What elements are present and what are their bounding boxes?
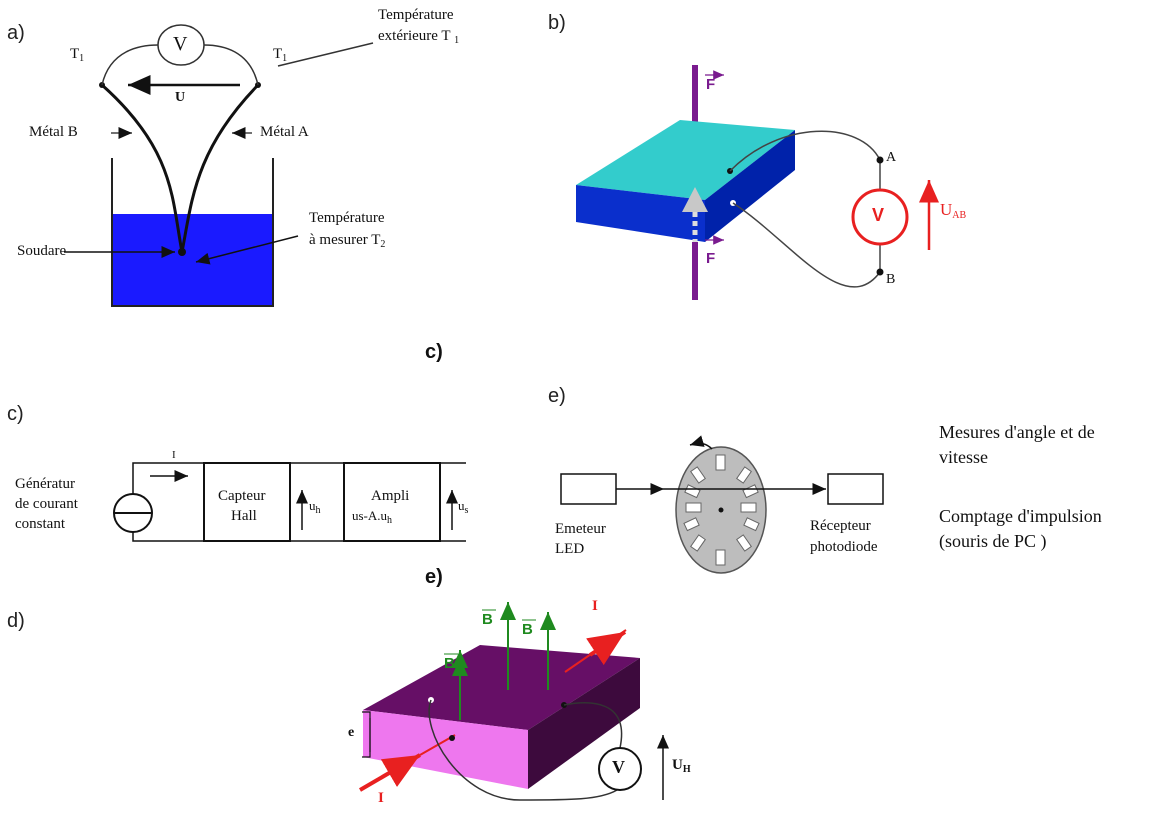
photodiode-receiver [827, 473, 884, 505]
metal-b-label: Métal B [29, 124, 78, 140]
encoder-diagram [560, 435, 884, 574]
panel-label-a: a) [7, 22, 25, 44]
plate-front-face [363, 710, 528, 789]
soudare-label: Soudare [17, 243, 67, 259]
b-label-3: B [522, 621, 533, 638]
thickness-label: e [348, 725, 355, 740]
piezo-front-face [576, 185, 705, 242]
voltmeter-v-b: V [872, 205, 885, 225]
rotation-arrow [689, 435, 713, 450]
meas-temp-pointer [195, 235, 299, 265]
b-label-2: B [482, 611, 493, 628]
force-top-label: F [706, 76, 716, 93]
current-bottom-label: I [378, 790, 384, 806]
ext-temp-pointer [277, 42, 374, 67]
uh-label: uh [309, 498, 321, 516]
current-label: I [172, 449, 176, 461]
soudure-point [178, 248, 186, 256]
emitter-label-2: LED [555, 541, 585, 557]
sensor-label-1: Capteur [218, 488, 266, 504]
liquid-bath [112, 214, 273, 306]
meas-temp-label-1: Température [309, 210, 385, 226]
note1-line1: Mesures d'angle et de [939, 422, 1095, 442]
point-a-label: A [886, 150, 897, 165]
t1-right-label: T1 [273, 46, 288, 64]
uh-plate-label: UH [672, 757, 691, 775]
caption-e: e) [425, 566, 443, 588]
panel-label-d: d) [7, 610, 25, 632]
hall-chain-diagram [113, 462, 466, 542]
encoder-slots [683, 454, 760, 566]
piezo-top-face [576, 120, 795, 200]
panel-label-c: c) [7, 403, 24, 425]
metal-a-label: Métal A [260, 124, 309, 140]
panel-label-b: b) [548, 12, 566, 34]
thermocouple-diagram [64, 24, 374, 307]
piezo-voltmeter [851, 188, 909, 246]
current-out-arrow [586, 630, 627, 666]
piezo-diagram [576, 65, 939, 300]
note1-line2: vitesse [939, 447, 988, 467]
voltmeter-circle [157, 24, 205, 66]
hall-plate-diagram [358, 602, 669, 801]
receiver-label-2: photodiode [810, 539, 878, 555]
voltmeter-v-a: V [173, 33, 188, 55]
b-label-1: B [444, 655, 455, 672]
force-bottom-label: F [706, 250, 716, 267]
plate-side-face [528, 658, 640, 789]
plate-top-face [363, 645, 640, 730]
force-bottom-arrowhead [682, 187, 708, 212]
current-top-label: I [592, 598, 598, 614]
voltmeter-lead-left [101, 44, 159, 86]
amp-label-2: us-A.uh [352, 508, 393, 526]
container [111, 158, 274, 307]
voltage-u-label: U [175, 90, 186, 105]
lead-a [729, 130, 881, 172]
lead-b [732, 202, 881, 288]
panel-label-e: e) [548, 385, 566, 407]
generator-label-3: constant [15, 516, 65, 532]
receiver-label-1: Récepteur [810, 518, 871, 534]
hall-sensor-box [203, 462, 291, 542]
metal-b-wire [101, 83, 184, 253]
generator-label-2: de courant [15, 496, 78, 512]
note2-line2: (souris de PC ) [939, 531, 1047, 551]
ext-temp-label-1: Température [378, 7, 454, 23]
us-label: us [458, 498, 469, 516]
piezo-side-face [705, 130, 795, 242]
hall-voltmeter [598, 747, 642, 791]
voltmeter-v-d: V [612, 757, 625, 777]
led-emitter [560, 473, 617, 505]
amp-label-1: Ampli [371, 488, 410, 504]
voltmeter-lead-right [203, 44, 259, 86]
sensor-label-2: Hall [231, 508, 257, 524]
caption-c: c) [425, 341, 443, 363]
t1-left-label: T1 [70, 46, 85, 64]
uab-label: UAB [940, 200, 967, 221]
amplifier-box [343, 462, 441, 542]
point-b-label: B [886, 272, 896, 287]
current-in-arrow [358, 753, 422, 792]
generator-label-1: Génératur [15, 476, 75, 492]
emitter-label-1: Emeteur [555, 521, 606, 537]
note2-line1: Comptage d'impulsion [939, 506, 1102, 526]
meas-temp-label-2: à mesurer T2 [309, 232, 386, 250]
metal-a-wire [180, 83, 260, 253]
ext-temp-label-2: extérieure T 1 [378, 28, 460, 46]
